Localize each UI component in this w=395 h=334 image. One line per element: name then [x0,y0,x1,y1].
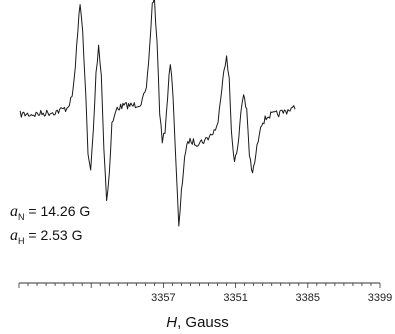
annotation-n-symbol: a [10,203,18,220]
x-axis-symbol: H [166,314,178,331]
x-tick-label: 3385 [296,292,320,304]
hyperfine-annotation-h: aH = 2.53 G [10,227,82,249]
annotation-n-value: = 14.26 G [24,203,91,219]
hyperfine-annotation-n: aN = 14.26 G [10,203,90,225]
x-axis-title: H, Gauss [0,314,395,331]
x-axis-tick-labels: 3357 3351 3385 3399 [151,292,392,304]
x-tick-label: 3399 [368,292,392,304]
x-tick-label: 3351 [223,292,247,304]
annotation-n-subscript: N [18,211,25,222]
annotation-h-subscript: H [18,235,25,246]
annotation-h-symbol: a [10,227,18,244]
x-axis-unit: , Gauss [177,314,229,331]
annotation-h-value: = 2.53 G [24,227,83,243]
x-tick-label: 3357 [151,292,175,304]
spectrum-line [19,0,296,227]
x-axis-ticks [18,283,381,288]
spectrum-series [19,0,296,227]
